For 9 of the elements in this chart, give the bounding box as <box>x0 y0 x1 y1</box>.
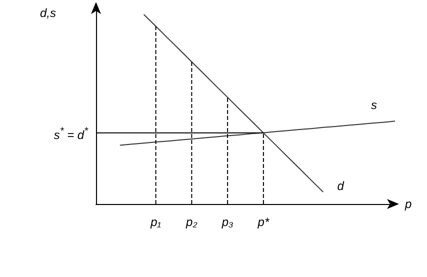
x-tick-label: p* <box>256 215 270 229</box>
series-label: d <box>337 179 344 194</box>
x-axis-title: p <box>404 197 412 211</box>
text: s$^{*}$ = d$^{*}$ <box>54 125 88 142</box>
x-tick-label: p₁ <box>150 215 162 229</box>
series-label: s <box>371 98 377 112</box>
x-tick-label: p₃ <box>220 215 234 229</box>
y-axis-title: d,s <box>40 6 56 20</box>
x-tick-label: p₂ <box>185 215 198 229</box>
